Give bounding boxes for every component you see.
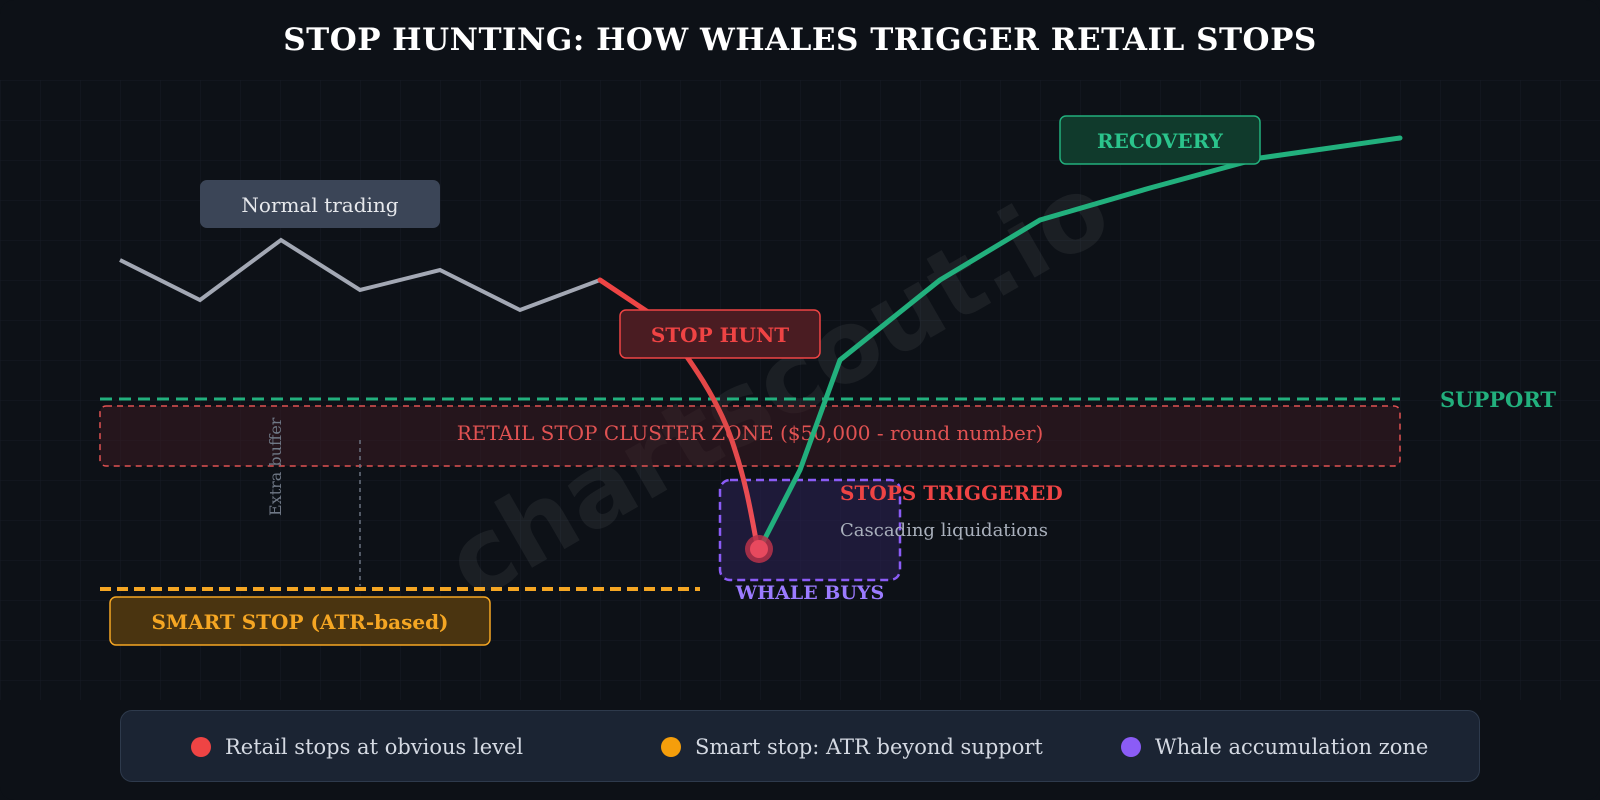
legend-item-smart-stop: Smart stop: ATR beyond support (661, 711, 1043, 783)
legend: Retail stops at obvious level Smart stop… (120, 710, 1480, 782)
normal-trading-box (200, 180, 440, 228)
legend-dot-orange-icon (661, 737, 681, 757)
cluster-zone-label: RETAIL STOP CLUSTER ZONE ($50,000 - roun… (457, 421, 1044, 445)
stop-hunt-box (619, 309, 821, 359)
smart-stop-label: SMART STOP (ATR-based) (151, 610, 448, 634)
cascading-liquidations-label: Cascading liquidations (840, 520, 1048, 541)
legend-item-retail-stops: Retail stops at obvious level (191, 711, 523, 783)
recovery-box (1059, 115, 1261, 165)
legend-label: Smart stop: ATR beyond support (695, 735, 1043, 759)
normal-trading-label: Normal trading (241, 193, 398, 217)
whale-buys-label: WHALE BUYS (735, 582, 884, 604)
support-label: SUPPORT (1440, 387, 1556, 412)
legend-dot-purple-icon (1121, 737, 1141, 757)
normal-trading-line (119, 237, 601, 313)
extra-buffer-label: Extra buffer (266, 417, 285, 516)
legend-dot-red-icon (191, 737, 211, 757)
legend-label: Retail stops at obvious level (225, 735, 524, 759)
smart-stop-box (109, 596, 491, 646)
legend-label: Whale accumulation zone (1155, 735, 1429, 759)
retail-stop-cluster-zone (99, 405, 1401, 467)
low-point-marker (750, 540, 768, 558)
legend-item-whale-zone: Whale accumulation zone (1121, 711, 1428, 783)
stop-hunt-label: STOP HUNT (651, 323, 789, 347)
stops-triggered-label: STOPS TRIGGERED (840, 481, 1063, 505)
page-title: STOP HUNTING: HOW WHALES TRIGGER RETAIL … (283, 22, 1317, 58)
recovery-label: RECOVERY (1097, 129, 1224, 153)
